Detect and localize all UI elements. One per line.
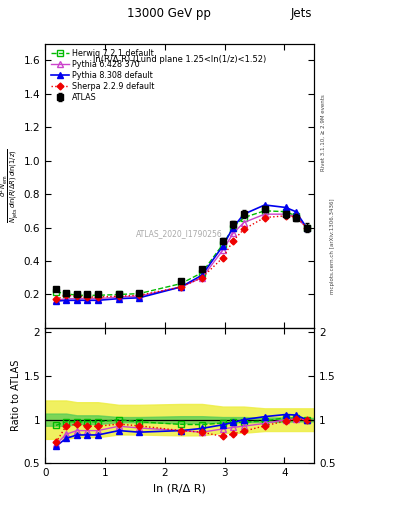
Y-axis label: Ratio to ATLAS: Ratio to ATLAS	[11, 360, 21, 431]
Sherpa 2.2.9 default	[116, 293, 121, 299]
Sherpa 2.2.9 default	[53, 296, 58, 303]
Herwig 7.2.1 default	[283, 208, 288, 215]
Sherpa 2.2.9 default	[304, 224, 309, 230]
Herwig 7.2.1 default	[64, 290, 68, 296]
Sherpa 2.2.9 default	[231, 238, 235, 244]
Line: Pythia 8.308 default: Pythia 8.308 default	[53, 202, 309, 304]
Pythia 6.428 370	[231, 230, 235, 237]
Pythia 8.308 default	[85, 297, 90, 304]
Pythia 8.308 default	[116, 295, 121, 302]
Pythia 6.428 370	[200, 274, 204, 281]
Y-axis label: $\frac{d^2 N_\mathrm{em}}{N_\mathrm{jets}\,d\!\ln(R/\Delta R)\,d\!\ln(1/z)}$: $\frac{d^2 N_\mathrm{em}}{N_\mathrm{jets…	[0, 148, 21, 223]
Herwig 7.2.1 default	[220, 241, 225, 247]
Sherpa 2.2.9 default	[137, 292, 141, 298]
Pythia 6.428 370	[53, 297, 58, 304]
Pythia 8.308 default	[95, 297, 100, 304]
Pythia 6.428 370	[75, 295, 79, 302]
Text: Rivet 3.1.10, ≥ 2.9M events: Rivet 3.1.10, ≥ 2.9M events	[320, 95, 325, 172]
Pythia 6.428 370	[137, 293, 141, 299]
Pythia 6.428 370	[179, 284, 184, 290]
Herwig 7.2.1 default	[241, 215, 246, 221]
Pythia 6.428 370	[95, 295, 100, 302]
Sherpa 2.2.9 default	[294, 214, 298, 220]
Pythia 6.428 370	[85, 295, 90, 302]
Pythia 8.308 default	[137, 295, 141, 301]
Sherpa 2.2.9 default	[263, 215, 267, 221]
Pythia 8.308 default	[263, 202, 267, 208]
Pythia 8.308 default	[64, 297, 68, 304]
Pythia 6.428 370	[263, 211, 267, 217]
Text: 13000 GeV pp: 13000 GeV pp	[127, 8, 211, 20]
Pythia 8.308 default	[220, 243, 225, 249]
Pythia 8.308 default	[294, 208, 298, 215]
Pythia 6.428 370	[220, 247, 225, 253]
Herwig 7.2.1 default	[95, 292, 100, 298]
Pythia 8.308 default	[53, 298, 58, 304]
Herwig 7.2.1 default	[263, 208, 267, 214]
Pythia 8.308 default	[75, 297, 79, 304]
Sherpa 2.2.9 default	[200, 274, 204, 281]
Herwig 7.2.1 default	[294, 213, 298, 219]
Herwig 7.2.1 default	[137, 290, 141, 296]
Sherpa 2.2.9 default	[179, 284, 184, 290]
Sherpa 2.2.9 default	[75, 293, 79, 299]
Pythia 6.428 370	[241, 220, 246, 226]
Herwig 7.2.1 default	[231, 224, 235, 230]
Herwig 7.2.1 default	[179, 281, 184, 287]
Legend: Herwig 7.2.1 default, Pythia 6.428 370, Pythia 8.308 default, Sherpa 2.2.9 defau: Herwig 7.2.1 default, Pythia 6.428 370, …	[49, 48, 156, 104]
Text: ATLAS_2020_I1790256: ATLAS_2020_I1790256	[136, 229, 223, 239]
Line: Herwig 7.2.1 default: Herwig 7.2.1 default	[53, 208, 309, 298]
Pythia 8.308 default	[179, 284, 184, 290]
Sherpa 2.2.9 default	[283, 213, 288, 219]
Herwig 7.2.1 default	[53, 289, 58, 295]
Sherpa 2.2.9 default	[95, 294, 100, 300]
Pythia 8.308 default	[241, 211, 246, 217]
Pythia 6.428 370	[64, 295, 68, 302]
Sherpa 2.2.9 default	[241, 226, 246, 232]
Pythia 6.428 370	[304, 224, 309, 230]
X-axis label: ln (R/Δ R): ln (R/Δ R)	[153, 484, 206, 494]
Herwig 7.2.1 default	[304, 224, 309, 230]
Herwig 7.2.1 default	[85, 292, 90, 298]
Pythia 6.428 370	[116, 294, 121, 300]
Text: ln(R/Δ R) (Lund plane 1.25<ln(1/z)<1.52): ln(R/Δ R) (Lund plane 1.25<ln(1/z)<1.52)	[93, 55, 266, 64]
Pythia 8.308 default	[283, 204, 288, 210]
Line: Sherpa 2.2.9 default: Sherpa 2.2.9 default	[53, 214, 309, 302]
Pythia 8.308 default	[304, 224, 309, 230]
Line: Pythia 6.428 370: Pythia 6.428 370	[53, 211, 309, 303]
Pythia 8.308 default	[231, 224, 235, 230]
Pythia 6.428 370	[283, 211, 288, 217]
Pythia 6.428 370	[294, 214, 298, 220]
Pythia 8.308 default	[200, 272, 204, 279]
Sherpa 2.2.9 default	[220, 254, 225, 261]
Text: mcplots.cern.ch [arXiv:1306.3436]: mcplots.cern.ch [arXiv:1306.3436]	[330, 198, 335, 293]
Herwig 7.2.1 default	[200, 270, 204, 276]
Text: Jets: Jets	[291, 8, 312, 20]
Herwig 7.2.1 default	[116, 291, 121, 297]
Sherpa 2.2.9 default	[85, 294, 90, 300]
Herwig 7.2.1 default	[75, 292, 79, 298]
Sherpa 2.2.9 default	[64, 292, 68, 298]
